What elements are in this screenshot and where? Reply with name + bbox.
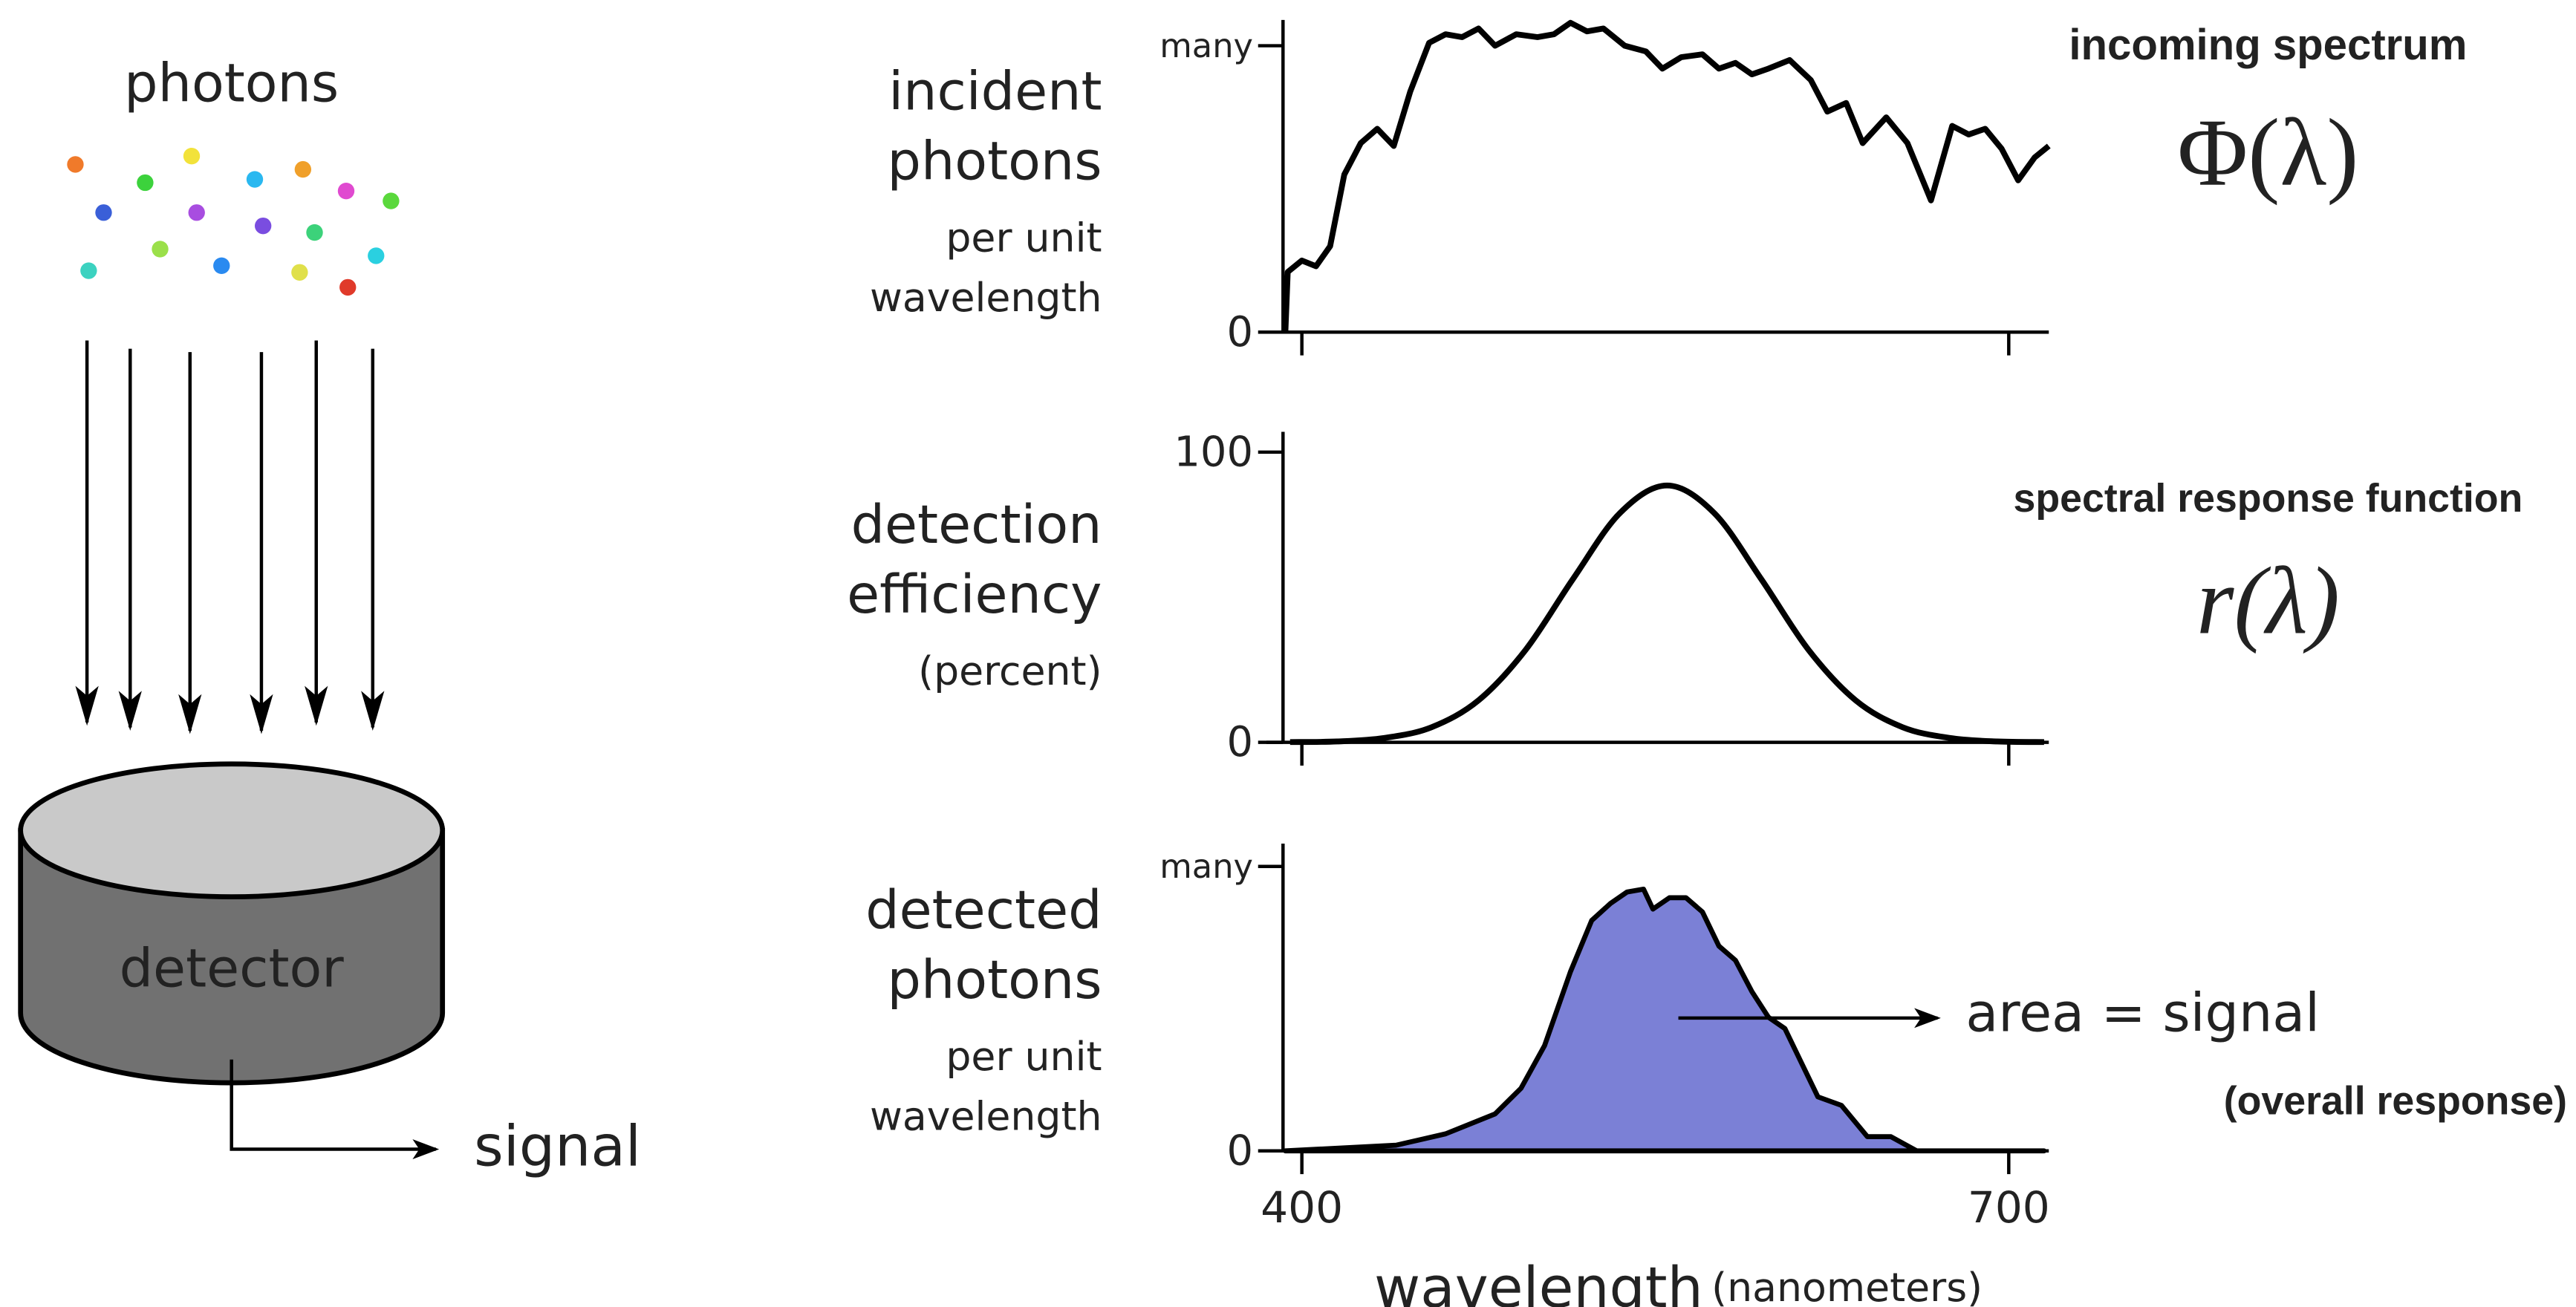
y-label: incident <box>888 60 1102 122</box>
y-tick-label: 0 <box>1226 1127 1253 1175</box>
y-label: photons <box>888 130 1102 192</box>
annotation-formula: Φ(λ) <box>2177 100 2358 206</box>
y-label-note: per unit <box>946 214 1102 261</box>
detector: detector <box>18 761 446 1086</box>
y-label: efficiency <box>847 564 1102 625</box>
photons-label: photons <box>124 52 339 114</box>
data-line <box>1289 482 2044 746</box>
signal-arrow <box>230 1059 440 1159</box>
x-tick-label: 400 <box>1261 1182 1343 1233</box>
signal-label: signal <box>474 1113 641 1179</box>
annotation-title: spectral response function <box>2014 476 2523 521</box>
photon-dots <box>67 148 400 296</box>
annotation-formula: r(λ) <box>2196 548 2340 655</box>
y-label: photons <box>888 949 1102 1011</box>
chart-panel: 0 many incident photons per unit wavelength in… <box>870 19 2468 356</box>
x-label-main: wavelength <box>1374 1254 1703 1307</box>
detector-diagram: photons detector signal <box>18 52 641 1179</box>
y-tick-label: many <box>1159 26 1253 65</box>
y-tick-label: 0 <box>1226 308 1253 356</box>
annotation-note: (overall response) <box>2224 1079 2567 1124</box>
data-line <box>1282 19 2051 333</box>
photon-arrows <box>75 340 385 734</box>
y-tick-label: many <box>1159 847 1253 886</box>
area-fill <box>1283 886 2047 1154</box>
annotation-title: area = signal <box>1965 982 2320 1044</box>
x-tick-label: 700 <box>1968 1182 2050 1233</box>
y-label: detected <box>865 879 1102 941</box>
y-tick-label: 100 <box>1174 428 1253 476</box>
annotation-title: incoming spectrum <box>2069 21 2467 69</box>
charts: 0 many incident photons per unit wavelength in… <box>847 19 2567 1307</box>
x-label-unit: (nanometers) <box>1711 1264 1983 1307</box>
chart-panel: 0 100 detection efficiency (percent) spectral… <box>847 428 2523 766</box>
y-label-note: wavelength <box>870 274 1102 321</box>
y-label: detection <box>851 494 1102 555</box>
detector-label: detector <box>120 937 345 999</box>
y-label-note: (percent) <box>918 648 1102 694</box>
y-tick-label: 0 <box>1226 718 1253 766</box>
x-label: wavelength (nanometers) <box>1374 1254 1983 1307</box>
y-label-note: wavelength <box>870 1092 1102 1139</box>
chart-panel: 0 many 400 700 detected photons per unit wavele… <box>865 844 2567 1307</box>
y-label-note: per unit <box>946 1033 1102 1080</box>
